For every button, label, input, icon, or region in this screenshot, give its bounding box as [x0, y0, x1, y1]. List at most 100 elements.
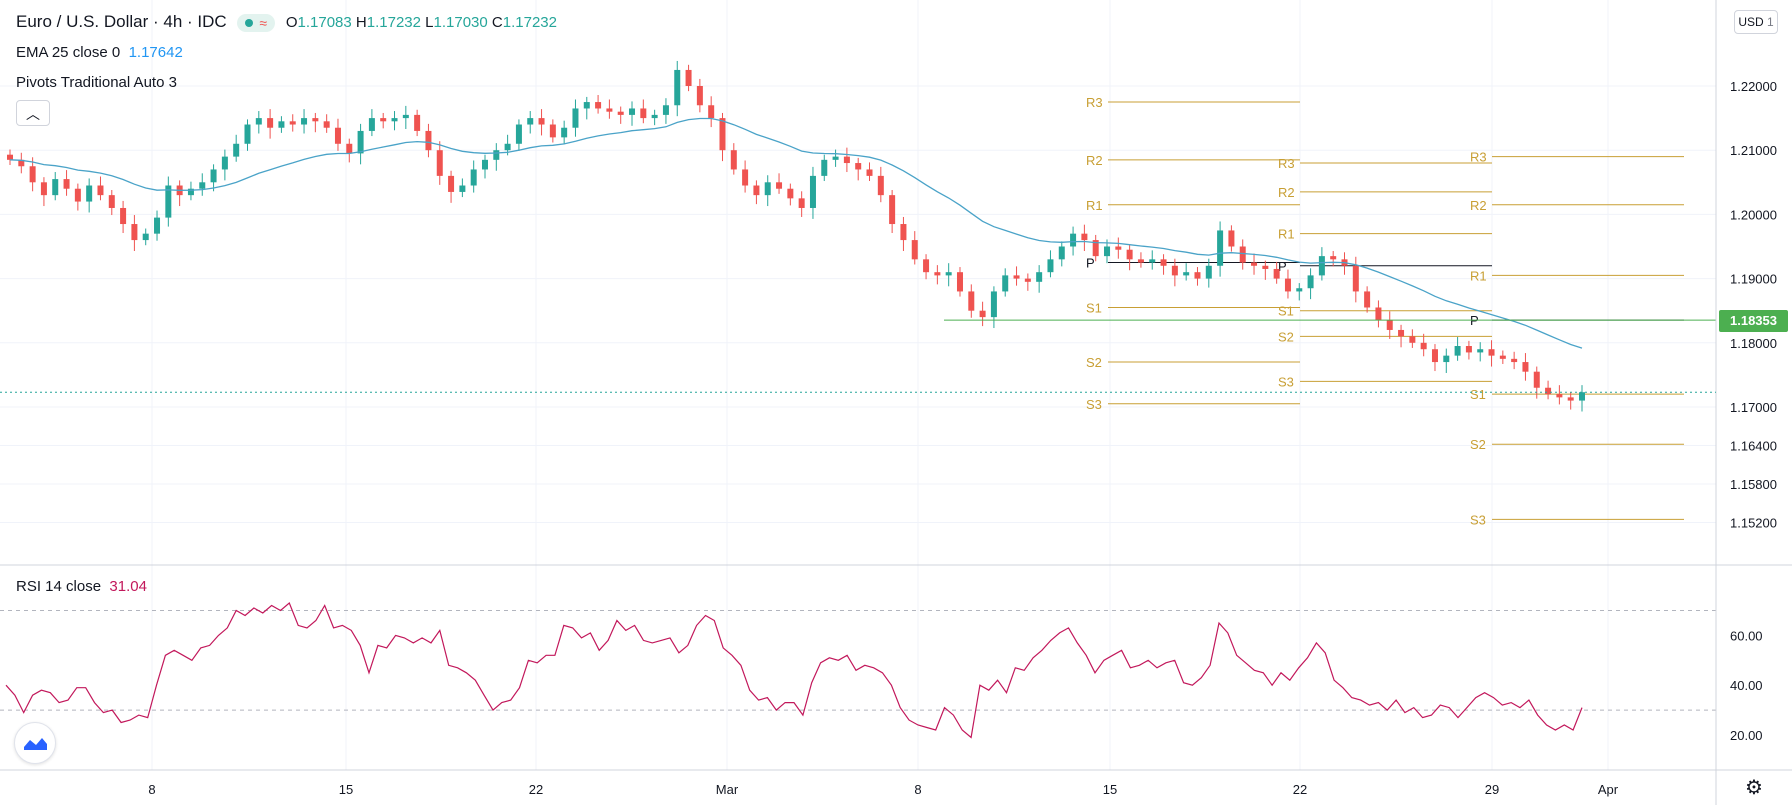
candle-body	[719, 118, 726, 151]
candle-body	[278, 121, 285, 128]
time-tick-label: 22	[1293, 782, 1307, 797]
candle-body	[1273, 268, 1280, 279]
candle-body	[1499, 355, 1506, 359]
grid-lines	[0, 0, 1716, 770]
candle-body	[1104, 246, 1111, 257]
candle-body	[1160, 259, 1167, 266]
candle-body	[696, 86, 703, 106]
rsi-panel	[0, 602, 1716, 739]
pivots-legend[interactable]: Pivots Traditional Auto 3	[16, 74, 177, 91]
pivot-label: R1	[1470, 268, 1487, 283]
pivot-label: S1	[1278, 304, 1294, 319]
candle-body	[97, 185, 104, 196]
candle-body	[244, 124, 251, 144]
pivot-label: S3	[1470, 512, 1486, 527]
time-tick-label: 29	[1485, 782, 1499, 797]
candle-body	[74, 188, 81, 202]
candle-body	[708, 105, 715, 119]
candle-body	[1375, 307, 1382, 321]
ohlc-values: O1.17083 H1.17232 L1.17030 C1.17232	[285, 14, 557, 31]
pivot-label: R1	[1278, 227, 1295, 242]
candle-body	[1579, 392, 1585, 401]
candle-body	[131, 224, 138, 241]
candle-body	[1217, 230, 1224, 266]
candle-body	[1465, 346, 1472, 353]
candle-body	[1364, 291, 1371, 308]
pivot-label: S2	[1086, 355, 1102, 370]
candle-body	[1352, 265, 1359, 292]
time-tick-label: 22	[529, 782, 543, 797]
pivot-label: R3	[1278, 156, 1295, 171]
candle-body	[900, 224, 907, 241]
ema-legend[interactable]: EMA 25 close 0 1.17642	[16, 44, 183, 61]
candle-body	[1556, 394, 1563, 398]
candle-body	[572, 108, 579, 128]
pivot-label: S1	[1470, 387, 1486, 402]
candlestick-series	[7, 60, 1585, 412]
candle-body	[1420, 342, 1427, 350]
candle-body	[1477, 349, 1484, 353]
candle-body	[934, 272, 941, 276]
currency-button[interactable]: USD 1	[1734, 10, 1778, 34]
candle-body	[595, 102, 602, 109]
candle-body	[629, 108, 636, 115]
pivot-label: S2	[1470, 437, 1486, 452]
candle-body	[1228, 230, 1235, 247]
candle-body	[368, 118, 375, 131]
rsi-tick-label: 40.00	[1730, 678, 1763, 693]
candle-body	[221, 156, 228, 170]
pivot-label: R2	[1470, 198, 1487, 213]
candle-body	[40, 182, 47, 196]
candle-body	[753, 185, 760, 196]
candle-body	[1126, 249, 1133, 260]
candle-body	[7, 154, 13, 160]
time-tick-label: 15	[339, 782, 353, 797]
candle-body	[662, 105, 669, 115]
candle-body	[832, 156, 839, 160]
pivot-label: R1	[1086, 198, 1103, 213]
rsi-tick-label: 60.00	[1730, 628, 1763, 643]
candle-body	[1183, 272, 1190, 276]
candle-body	[1431, 349, 1438, 363]
candle-body	[402, 114, 409, 119]
candle-body	[877, 175, 884, 196]
candle-body	[1545, 387, 1552, 395]
candle-body	[674, 69, 681, 106]
symbol-title[interactable]: Euro / U.S. Dollar · 4h · IDC	[16, 12, 227, 31]
compare-icon: ≈	[259, 14, 268, 31]
price-tick-label: 1.16400	[1730, 439, 1777, 454]
candle-body	[764, 182, 771, 196]
pivot-label: R2	[1086, 153, 1103, 168]
candle-body	[414, 114, 421, 131]
candle-body	[730, 150, 737, 170]
candle-body	[538, 118, 545, 125]
rsi-legend[interactable]: RSI 14 close 31.04	[16, 578, 147, 595]
candle-body	[742, 169, 749, 186]
candle-body	[1522, 362, 1529, 372]
market-status-badge[interactable]: ≈	[237, 13, 276, 32]
gear-icon[interactable]: ⚙	[1745, 777, 1763, 799]
candle-body	[493, 150, 500, 160]
price-tick-label: 1.15200	[1730, 516, 1777, 531]
candle-body	[470, 169, 477, 186]
candle-body	[165, 185, 172, 218]
candle-body	[29, 166, 36, 183]
candle-body	[52, 179, 59, 196]
ema-line	[9, 117, 1583, 349]
candle-body	[18, 159, 25, 167]
candle-body	[1386, 320, 1393, 330]
tradingview-logo-icon[interactable]	[14, 722, 56, 764]
chevron-up-icon: ︿	[26, 106, 40, 122]
candle-body	[945, 272, 952, 276]
candle-body	[1567, 397, 1574, 401]
candle-body	[120, 207, 127, 225]
candle-body	[1251, 262, 1258, 266]
pivot-label: R3	[1470, 150, 1487, 165]
candle-body	[425, 130, 432, 151]
collapse-legend-button[interactable]: ︿	[16, 100, 50, 126]
pivot-label: R2	[1278, 185, 1295, 200]
candle-body	[1058, 246, 1065, 260]
candle-body	[1239, 246, 1246, 263]
candle-body	[606, 108, 613, 112]
